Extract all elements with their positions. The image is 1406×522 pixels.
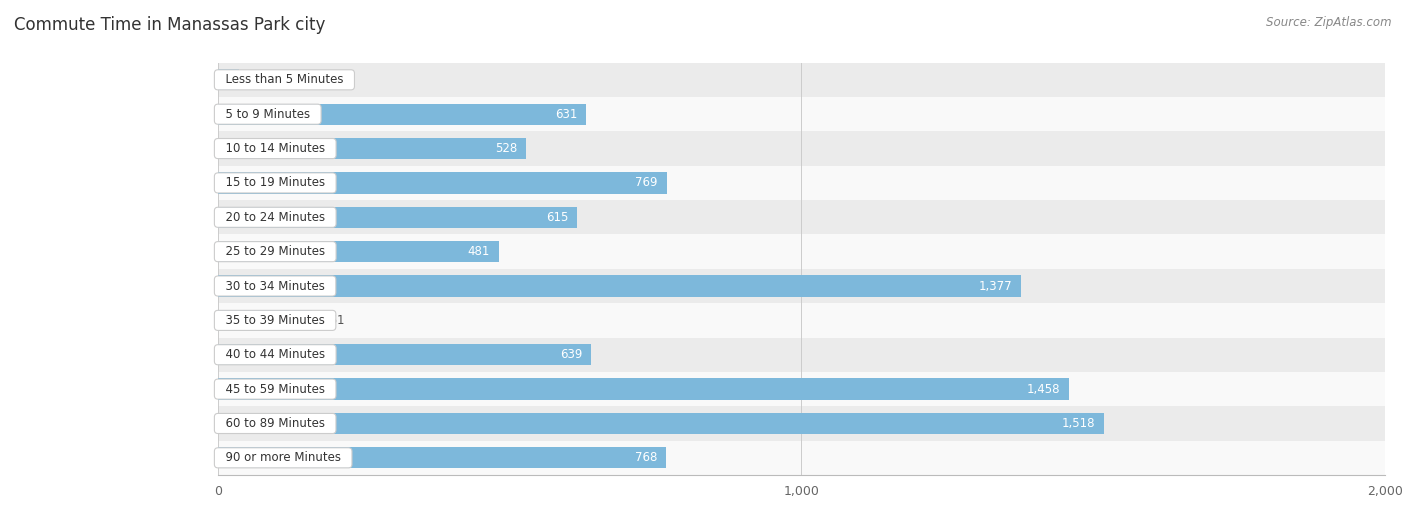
Text: 161: 161 [322,314,344,327]
Text: 30 to 34 Minutes: 30 to 34 Minutes [218,279,332,292]
Bar [218,303,1385,338]
Text: 1,458: 1,458 [1026,383,1060,396]
Bar [218,441,1385,475]
Text: 528: 528 [495,142,517,155]
Bar [218,103,586,125]
Bar [218,276,1021,296]
Bar [218,269,1385,303]
Text: 769: 769 [636,176,658,189]
Text: 45 to 59 Minutes: 45 to 59 Minutes [218,383,332,396]
Bar [218,413,1104,434]
Text: 40 to 44 Minutes: 40 to 44 Minutes [218,348,333,361]
Text: 90 or more Minutes: 90 or more Minutes [218,452,349,465]
Text: 481: 481 [467,245,489,258]
Text: 631: 631 [555,108,578,121]
Bar [218,63,1385,97]
Bar [218,310,312,331]
Text: 1,518: 1,518 [1062,417,1095,430]
Bar [218,97,1385,132]
Text: 25 to 29 Minutes: 25 to 29 Minutes [218,245,333,258]
Text: 5 to 9 Minutes: 5 to 9 Minutes [218,108,318,121]
Text: 36: 36 [249,73,264,86]
Bar [218,338,1385,372]
Bar [218,172,666,194]
Text: Commute Time in Manassas Park city: Commute Time in Manassas Park city [14,16,325,33]
Bar [218,132,1385,166]
Text: 15 to 19 Minutes: 15 to 19 Minutes [218,176,333,189]
Bar [218,372,1385,406]
Bar [218,234,1385,269]
Bar [218,166,1385,200]
Bar [218,200,1385,234]
Bar [218,344,591,365]
Text: 35 to 39 Minutes: 35 to 39 Minutes [218,314,332,327]
Text: 1,377: 1,377 [979,279,1012,292]
Bar [218,406,1385,441]
Bar [218,378,1069,400]
Text: Source: ZipAtlas.com: Source: ZipAtlas.com [1267,16,1392,29]
Text: 60 to 89 Minutes: 60 to 89 Minutes [218,417,332,430]
Bar [218,138,526,159]
Text: 639: 639 [560,348,582,361]
Text: 768: 768 [636,452,657,465]
Text: 20 to 24 Minutes: 20 to 24 Minutes [218,211,333,224]
Bar [218,207,576,228]
Text: 615: 615 [546,211,568,224]
Bar [218,447,666,468]
Bar [218,69,239,90]
Text: 10 to 14 Minutes: 10 to 14 Minutes [218,142,333,155]
Bar [218,241,499,262]
Text: Less than 5 Minutes: Less than 5 Minutes [218,73,352,86]
